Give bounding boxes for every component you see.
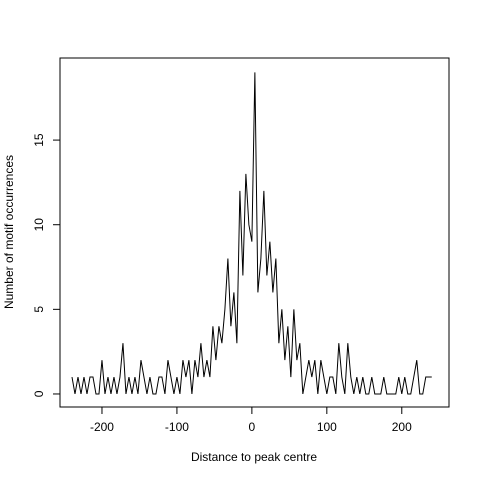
x-tick-label: 200 xyxy=(392,420,412,434)
x-tick-label: -200 xyxy=(90,420,114,434)
plot-frame xyxy=(59,57,450,408)
y-axis-label: Number of motif occurrences xyxy=(2,155,16,309)
y-tick-label: 0 xyxy=(32,390,46,397)
x-tick-label: 100 xyxy=(317,420,337,434)
y-tick-label: 10 xyxy=(32,218,46,232)
x-tick-label: 0 xyxy=(249,420,256,434)
y-tick-label: 5 xyxy=(32,306,46,313)
y-tick-label: 15 xyxy=(32,133,46,147)
x-tick-label: -100 xyxy=(165,420,189,434)
data-line xyxy=(71,72,432,395)
x-axis-label: Distance to peak centre xyxy=(191,450,317,464)
